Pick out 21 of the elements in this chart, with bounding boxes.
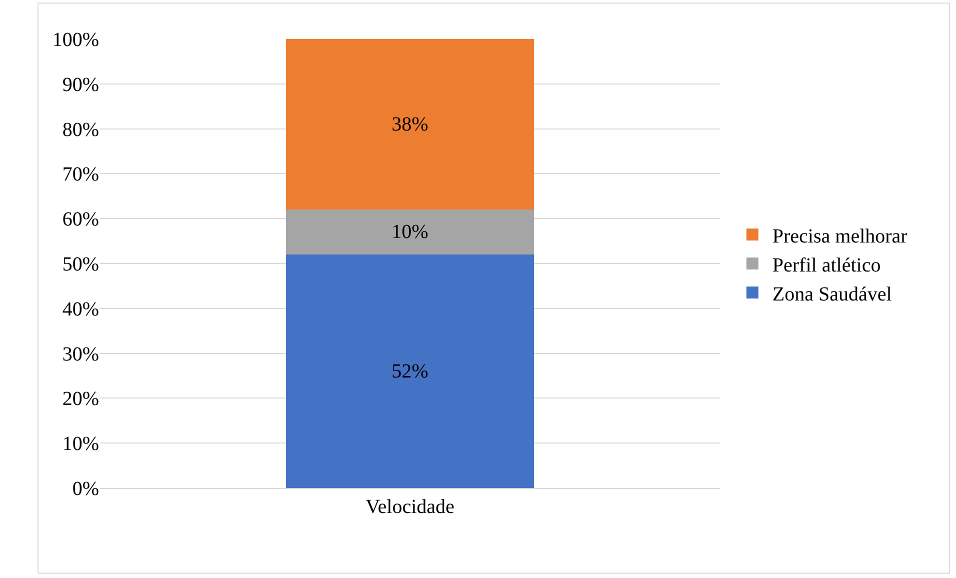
y-tick-label: 90% <box>62 74 99 96</box>
bar <box>286 254 534 488</box>
legend-label: Zona Saudável <box>772 283 892 306</box>
y-tick-label: 40% <box>62 298 99 320</box>
y-tick-label: 10% <box>62 433 99 456</box>
y-tick-label: 60% <box>62 208 99 231</box>
data-label: 52% <box>392 360 428 382</box>
y-tick-label: 20% <box>62 388 99 410</box>
y-tick-label: 0% <box>72 478 99 500</box>
legend-label: Precisa melhorar <box>772 225 908 248</box>
y-tick-label: 70% <box>62 164 99 186</box>
y-tick-label: 80% <box>62 118 99 141</box>
data-label: 10% <box>392 221 428 244</box>
legend-label: Perfil atlético <box>772 254 881 276</box>
y-tick-label: 30% <box>62 343 99 366</box>
y-tick-label: 50% <box>62 254 99 276</box>
bar <box>286 39 534 210</box>
y-tick-label: 100% <box>52 29 99 51</box>
x-tick-label: Velocidade <box>366 496 455 518</box>
data-label: 38% <box>392 113 428 136</box>
bar <box>286 210 534 255</box>
